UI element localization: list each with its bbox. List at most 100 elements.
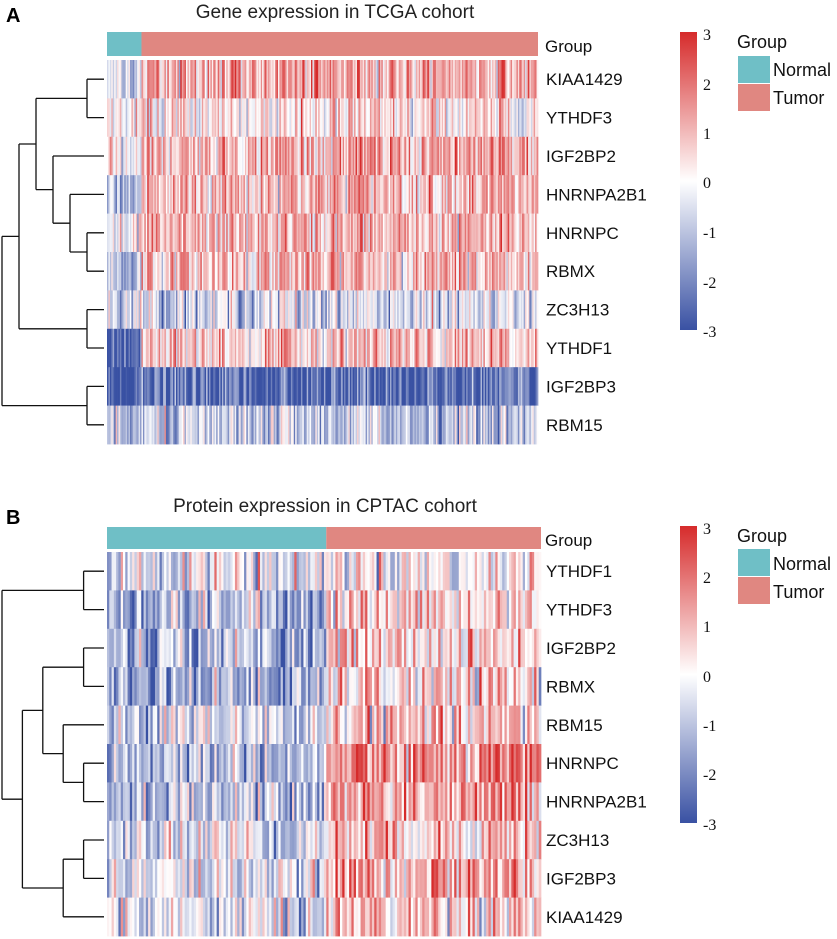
heatmap-cell [496,290,499,330]
heatmap-cell [417,628,421,668]
heatmap-cell [352,175,355,214]
heatmap-cell [266,252,269,291]
heatmap-cell [189,667,192,706]
heatmap-cell [321,782,325,822]
heatmap-cell [239,744,243,783]
heatmap-cell [522,328,524,368]
heatmap-cell [446,213,448,253]
heatmap-cell [116,897,119,937]
heatmap-cell [184,590,188,630]
heatmap-cell [129,897,133,937]
heatmap-cell [506,98,509,138]
heatmap-cell [196,60,198,99]
heatmap-cell [280,290,283,330]
heatmap-cell [479,897,482,937]
heatmap-cell [367,552,371,591]
heatmap-cell [250,367,253,406]
heatmap-cell [186,367,188,406]
heatmap-cell [352,290,355,330]
heatmap-cell [344,213,346,253]
heatmap-cell [362,590,366,630]
heatmap-cell [517,367,520,406]
heatmap-cell [224,213,227,253]
heatmap-cell [152,136,155,176]
heatmap-cell [368,60,371,99]
heatmap-cell [312,367,315,406]
heatmap-cell [151,175,154,214]
heatmap-cell [217,290,220,330]
heatmap-cell [451,590,455,630]
heatmap-cell [385,175,388,214]
heatmap-cell [453,175,456,214]
heatmap-cell [414,213,417,253]
heatmap-cell [154,590,158,630]
heatmap-cell [377,405,379,445]
heatmap-cell [144,136,147,176]
heatmap-cell [342,744,345,783]
heatmap-cell [282,705,286,745]
heatmap-cell [520,136,523,176]
heatmap-cell [107,213,109,253]
heatmap-cell [342,98,345,138]
heatmap-cell [397,405,399,445]
heatmap-cell [113,820,117,860]
heatmap-cell [458,628,462,668]
heatmap-cell [270,367,273,406]
heatmap-cell [255,628,259,668]
heatmap-cell [381,859,384,898]
heatmap-cell [186,98,188,138]
heatmap-cell [177,136,180,176]
heatmap-cell [175,744,179,783]
heatmap-cell [419,628,423,668]
heatmap-cell [158,175,161,214]
heatmap-cell [463,60,466,99]
heatmap-cell [289,628,293,668]
heatmap-cell [463,405,466,445]
heatmap-cell [250,782,254,822]
heatmap-cell [193,590,197,630]
heatmap-cell [392,744,396,783]
heatmap-cell [236,290,239,330]
heatmap-cell [503,213,506,253]
heatmap-cell [193,897,197,937]
heatmap-cell [298,405,300,445]
heatmap-cell [408,705,412,745]
heatmap-cell [438,859,441,898]
heatmap-cell [484,98,487,138]
heatmap-cell [302,290,305,330]
heatmap-cell [492,290,494,330]
heatmap-cell [330,590,334,630]
heatmap-cell [239,552,243,591]
heatmap-cell [428,213,431,253]
heatmap-cell [230,897,233,937]
heatmap-cell [522,252,524,291]
heatmap-cell [487,290,490,330]
heatmap-cell [434,213,437,253]
heatmap-cell [188,405,191,445]
heatmap-cell [300,213,303,253]
heatmap-cell [402,98,405,138]
heatmap-cell [221,213,224,253]
heatmap-cell [387,744,391,783]
heatmap-cell [136,782,140,822]
heatmap-cell [317,667,320,706]
heatmap-cell [157,705,160,745]
heatmap-cell [381,628,384,668]
heatmap-cell [398,175,401,214]
heatmap-cell [161,820,165,860]
heatmap-cell [279,328,282,368]
heatmap-cell [129,252,132,291]
heatmap-cell [214,98,217,138]
heatmap-cell [410,290,412,330]
heatmap-cell [427,367,430,406]
heatmap-cell [253,175,256,214]
heatmap-cell [480,405,483,445]
heatmap-cell [135,252,138,291]
heatmap-cell [292,367,295,406]
heatmap-cell [430,290,433,330]
heatmap-cell [171,367,174,406]
heatmap-cell [408,744,412,783]
heatmap-cell [163,252,165,291]
heatmap-cell [166,859,170,898]
heatmap-cell [358,590,361,630]
